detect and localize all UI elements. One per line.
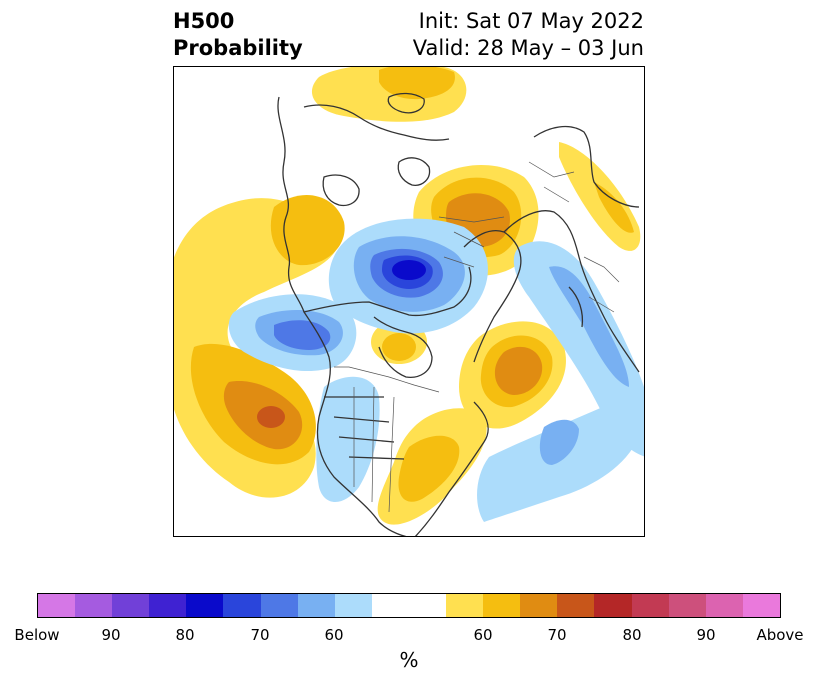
anomaly-above-hudson-mid xyxy=(382,333,416,361)
colorbar-segment xyxy=(631,594,669,617)
colorbar-segment xyxy=(186,594,224,617)
anomaly-above-eastern-us-mid xyxy=(398,435,460,502)
probability-colorbar xyxy=(37,593,781,618)
colorbar-segment xyxy=(149,594,187,617)
anomaly-below-east-outer xyxy=(513,241,644,457)
colorbar-segment xyxy=(557,594,595,617)
colorbar-tick-label: 80 xyxy=(175,626,195,644)
anomaly-above-arctic-top-mid xyxy=(379,67,455,100)
colorbar-tick-label: 70 xyxy=(547,626,567,644)
borders xyxy=(334,161,620,513)
colorbar-segment xyxy=(371,594,409,617)
colorbar-segment xyxy=(594,594,632,617)
title-line-2: Probability xyxy=(173,36,303,60)
anomaly-above-atlantic-inner xyxy=(494,346,543,395)
colorbar-segment xyxy=(75,594,113,617)
colorbar-segment xyxy=(334,594,372,617)
init-date: Init: Sat 07 May 2022 xyxy=(418,9,644,33)
colorbar-segment xyxy=(483,594,521,617)
anomaly-above-pacific-ne xyxy=(270,195,345,266)
anomaly-below-atlantic-mid xyxy=(539,419,579,465)
colorbar-tick-label: 80 xyxy=(622,626,642,644)
colorbar-label: % xyxy=(399,648,419,672)
colorbar-tick-label: 90 xyxy=(101,626,121,644)
valid-date: Valid: 28 May – 03 Jun xyxy=(412,36,644,60)
colorbar-segment xyxy=(408,594,447,617)
colorbar-tick-label: 60 xyxy=(473,626,493,644)
colorbar-segment xyxy=(260,594,298,617)
colorbar-segment xyxy=(446,594,484,617)
colorbar-segment xyxy=(668,594,706,617)
colorbar-segment xyxy=(742,594,780,617)
anomaly-below-canada-inner xyxy=(274,320,331,350)
coastlines xyxy=(277,92,640,536)
colorbar-segment xyxy=(705,594,743,617)
colorbar-tick-label: 60 xyxy=(324,626,344,644)
map-title: H500 Probability xyxy=(173,8,303,62)
map-canvas xyxy=(174,67,644,536)
probability-map xyxy=(173,66,645,537)
colorbar-tick-label: 90 xyxy=(696,626,716,644)
colorbar-segment xyxy=(297,594,335,617)
anomaly-above-pacific-core xyxy=(257,406,285,428)
colorbar-segment xyxy=(520,594,558,617)
anomaly-above-east-mid xyxy=(594,182,634,233)
colorbar-segment xyxy=(223,594,261,617)
anomaly-below-us-interior xyxy=(316,376,380,502)
colorbar-tick-label: Above xyxy=(756,626,804,644)
colorbar-tick-label: Below xyxy=(14,626,60,644)
colorbar-segment xyxy=(112,594,150,617)
colorbar-tick-label: 70 xyxy=(250,626,270,644)
map-dates: Init: Sat 07 May 2022 Valid: 28 May – 03… xyxy=(413,8,644,62)
title-line-1: H500 xyxy=(173,9,235,33)
anomaly-below-polar-core xyxy=(392,260,426,280)
colorbar-segment xyxy=(38,594,76,617)
anomaly-below-east-mid xyxy=(549,266,629,387)
